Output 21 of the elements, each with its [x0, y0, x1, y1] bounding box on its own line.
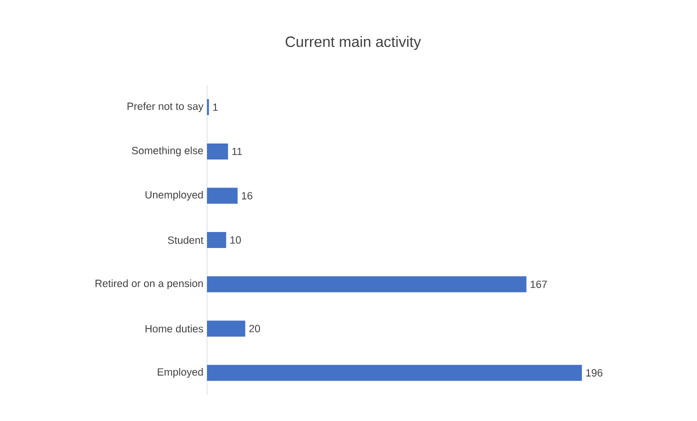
bar [207, 232, 226, 248]
bar [207, 320, 246, 337]
bar [207, 276, 526, 292]
bar [207, 143, 228, 160]
y-tick-label: Unemployed [146, 190, 203, 201]
bar [207, 364, 582, 381]
y-tick-label: Home duties [146, 324, 204, 332]
data-label: 20 [249, 324, 260, 332]
chart-title: Current main activity [286, 36, 422, 50]
y-tick-label: Something else [132, 146, 203, 156]
data-label: 196 [586, 369, 602, 377]
y-tick-label: Retired or on a pension [96, 279, 203, 290]
bar [207, 188, 238, 204]
data-label: 16 [242, 192, 252, 200]
data-label: 1 [213, 104, 218, 111]
y-tick-label: Employed [158, 368, 203, 378]
data-label: 10 [230, 236, 241, 244]
y-tick-label: Prefer not to say [128, 102, 204, 112]
y-tick-label: Student [168, 236, 204, 244]
data-label: 11 [232, 148, 242, 156]
data-label: 167 [530, 280, 547, 288]
